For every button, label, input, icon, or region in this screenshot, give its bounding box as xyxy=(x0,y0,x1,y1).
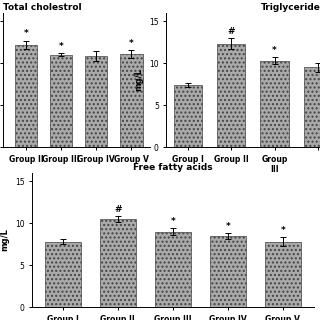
Bar xyxy=(217,44,245,147)
Bar xyxy=(304,68,320,147)
Y-axis label: mg/L: mg/L xyxy=(135,68,144,92)
Bar xyxy=(45,242,81,307)
Bar xyxy=(50,55,72,147)
Bar xyxy=(15,45,37,147)
Bar xyxy=(265,242,301,307)
Text: *: * xyxy=(24,29,28,38)
Title: Free fatty acids: Free fatty acids xyxy=(133,163,212,172)
Y-axis label: mg/L: mg/L xyxy=(0,228,9,252)
Bar xyxy=(260,61,289,147)
Text: *: * xyxy=(272,46,277,55)
Text: *: * xyxy=(129,39,133,48)
Bar xyxy=(120,54,142,147)
Text: *: * xyxy=(226,222,230,231)
Text: Total cholestrol: Total cholestrol xyxy=(3,3,82,12)
Text: #: # xyxy=(114,205,122,214)
Text: *: * xyxy=(281,226,285,236)
Bar xyxy=(174,85,202,147)
Text: *: * xyxy=(171,217,175,226)
Text: *: * xyxy=(59,42,63,51)
Text: Triglycerides: Triglycerides xyxy=(261,3,320,12)
Bar xyxy=(155,232,191,307)
Bar xyxy=(210,236,246,307)
Bar xyxy=(0,25,2,147)
Text: #: # xyxy=(228,27,235,36)
Bar xyxy=(100,219,136,307)
Bar xyxy=(85,56,108,147)
